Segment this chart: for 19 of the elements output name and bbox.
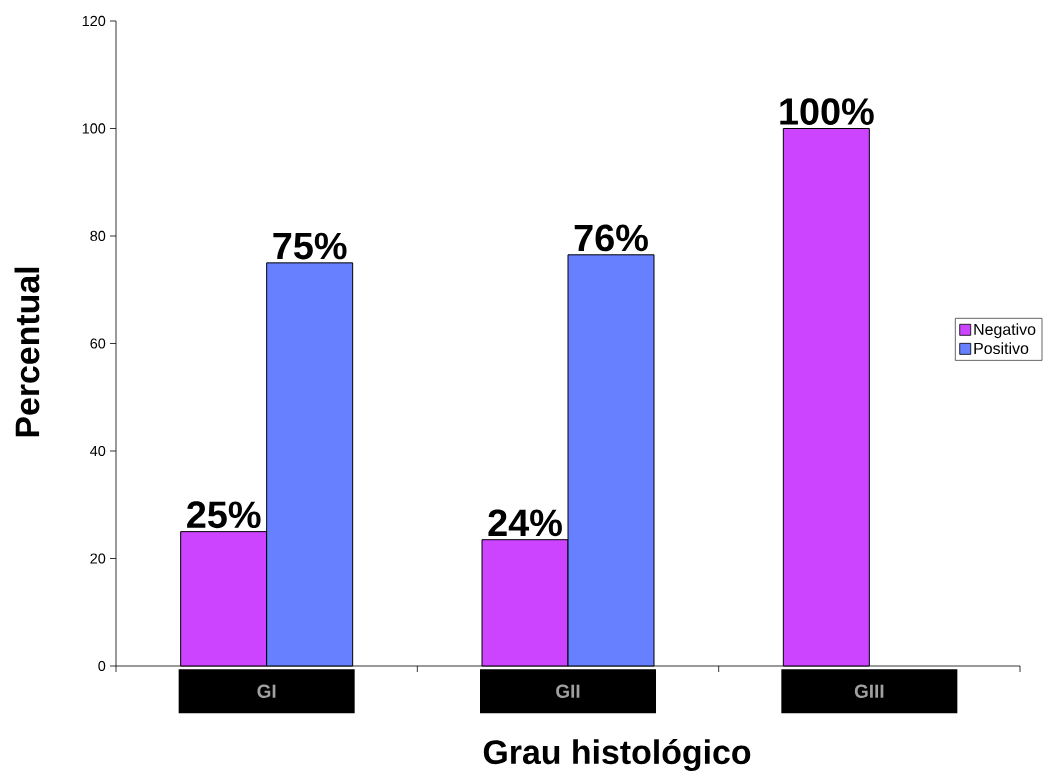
x-tick-label: GIII <box>854 684 884 698</box>
y-tick-label: 20 <box>90 553 106 564</box>
y-axis-title: Percentual <box>14 267 40 437</box>
y-tick-label: 80 <box>90 230 106 242</box>
y-tick-label: 100 <box>82 123 106 134</box>
y-tick-label: 60 <box>90 338 106 349</box>
y-tick-label: 120 <box>82 15 106 27</box>
x-tick-label: GII <box>556 684 580 698</box>
data-label: 75% <box>273 232 347 260</box>
x-tick-label: GI <box>257 684 276 698</box>
x-axis-title: Grau histológico <box>483 739 751 772</box>
data-label: 25% <box>187 501 261 529</box>
data-label: 76% <box>574 224 648 252</box>
legend-label: Positivo <box>974 342 1029 355</box>
data-label: 24% <box>488 509 562 537</box>
y-tick-label: 40 <box>90 445 106 457</box>
y-tick-label: 0 <box>98 660 106 672</box>
data-label: 100% <box>780 98 874 125</box>
legend-label: Negativo <box>974 323 1036 339</box>
